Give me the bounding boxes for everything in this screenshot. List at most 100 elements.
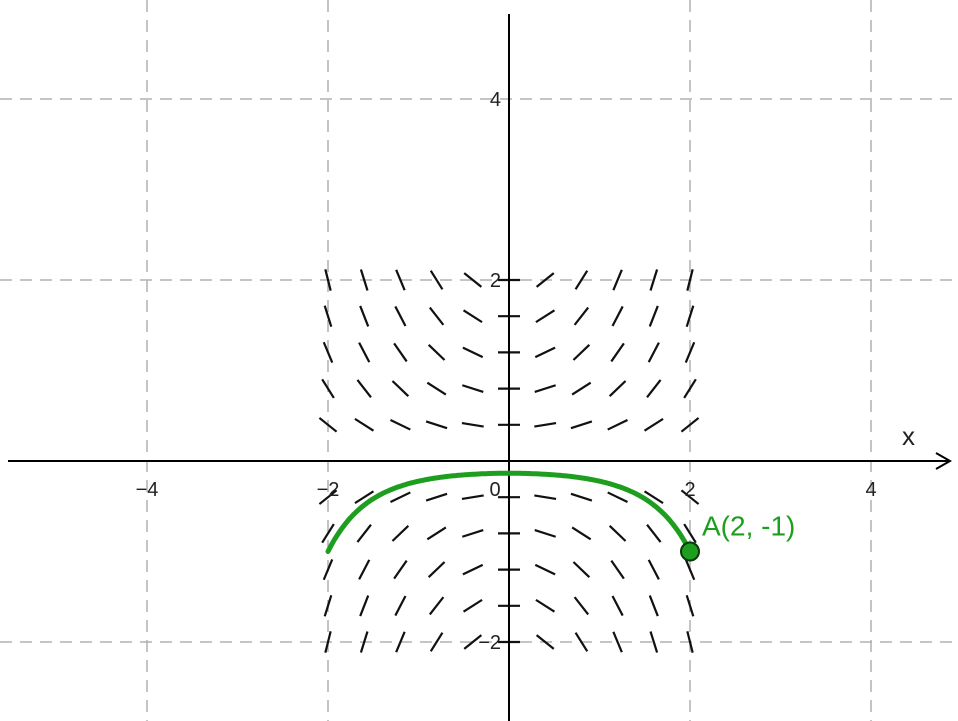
slope-segment <box>461 528 484 538</box>
slope-segment <box>321 378 335 399</box>
slope-segment <box>611 305 624 327</box>
slope-segment <box>683 378 697 399</box>
solution-curve[interactable] <box>325 470 693 554</box>
slope-segment <box>395 269 406 291</box>
slope-segment <box>462 309 483 324</box>
slope-segment <box>391 524 410 542</box>
slope-segment <box>648 595 659 617</box>
slope-segment <box>324 269 332 291</box>
slope-segment <box>534 528 557 538</box>
slope-segment <box>462 598 483 613</box>
slope-segment <box>572 561 591 579</box>
slope-segment <box>391 380 410 398</box>
slope-segment <box>426 526 447 541</box>
slope-segment <box>643 490 664 505</box>
y-tick-label: −2 <box>478 632 501 654</box>
slope-segment <box>535 309 556 324</box>
slope-segment <box>462 563 484 576</box>
point-a-label: A(2, -1) <box>702 511 795 542</box>
slope-segment <box>461 421 484 428</box>
slope-segment <box>686 269 694 291</box>
slope-segment <box>648 305 659 327</box>
slope-segment <box>685 594 695 617</box>
slope-segment <box>684 559 696 581</box>
tick-labels: −4 −2 0 2 4 4 2 −2 <box>136 89 877 654</box>
slope-segment <box>573 306 590 326</box>
slope-segment <box>393 342 408 363</box>
slope-segment <box>573 596 590 616</box>
slope-segment <box>358 342 371 363</box>
slope-segment <box>680 489 700 505</box>
slope-field <box>318 269 700 653</box>
slope-segment <box>394 305 407 327</box>
slope-segment <box>534 384 557 394</box>
slope-segment <box>322 341 334 363</box>
slope-segment <box>570 420 593 430</box>
slope-segment <box>685 305 695 328</box>
slope-segment <box>425 492 448 502</box>
slope-segment <box>571 526 592 541</box>
point-a[interactable] <box>680 541 700 562</box>
slope-segment <box>461 384 484 394</box>
x-tick-label: −2 <box>317 479 340 501</box>
slope-segment <box>574 270 589 290</box>
slope-segment <box>572 343 591 361</box>
slope-segment <box>647 342 660 363</box>
slope-segment <box>322 559 334 581</box>
slope-segment <box>611 595 624 617</box>
slope-segment <box>356 379 372 398</box>
x-tick-label: 2 <box>684 479 695 501</box>
slope-segment <box>321 523 335 544</box>
slope-segment <box>534 421 557 428</box>
slope-segment <box>359 595 370 617</box>
slope-segment <box>607 491 628 503</box>
slope-segment <box>608 524 627 542</box>
slope-segment <box>358 559 371 580</box>
slope-segment <box>427 561 446 579</box>
slope-segment <box>462 346 484 359</box>
slope-segment <box>649 269 659 291</box>
slope-segment <box>356 524 372 543</box>
slope-segment <box>463 272 483 288</box>
slope-segment <box>610 342 625 363</box>
slope-segment <box>428 306 445 326</box>
slope-segment <box>535 598 556 613</box>
slope-segment <box>612 269 623 291</box>
slope-segment <box>427 343 446 361</box>
slope-segment <box>607 419 628 431</box>
slope-segment <box>684 341 696 363</box>
slope-segment <box>534 346 556 359</box>
slope-segment <box>393 559 408 580</box>
slope-segment <box>680 417 700 433</box>
slope-segment <box>534 494 557 501</box>
slope-segment <box>359 631 369 653</box>
slope-segment <box>574 632 589 652</box>
slope-segment <box>571 381 592 396</box>
slope-segment <box>429 632 444 652</box>
x-tick-label: 4 <box>865 479 876 501</box>
slope-segment <box>686 631 694 653</box>
slope-segment <box>323 305 333 328</box>
slope-segment <box>425 420 448 430</box>
x-axis-label: x <box>902 421 915 451</box>
slope-segment <box>390 419 411 431</box>
axes <box>8 14 953 721</box>
y-tick-label: 4 <box>490 89 501 111</box>
slope-segment <box>394 595 407 617</box>
slope-segment <box>646 524 662 543</box>
slope-segment <box>608 380 627 398</box>
slope-segment <box>610 559 625 580</box>
slope-segment <box>323 594 333 617</box>
slope-segment <box>354 490 375 505</box>
slope-segment <box>318 489 338 505</box>
slope-segment <box>535 272 555 288</box>
slope-segment <box>395 631 406 653</box>
slope-segment <box>643 417 664 432</box>
slope-segment <box>428 596 445 616</box>
slope-segment <box>426 381 447 396</box>
slope-segment <box>359 305 370 327</box>
slope-segment <box>461 494 484 501</box>
x-tick-label: 0 <box>489 479 500 501</box>
